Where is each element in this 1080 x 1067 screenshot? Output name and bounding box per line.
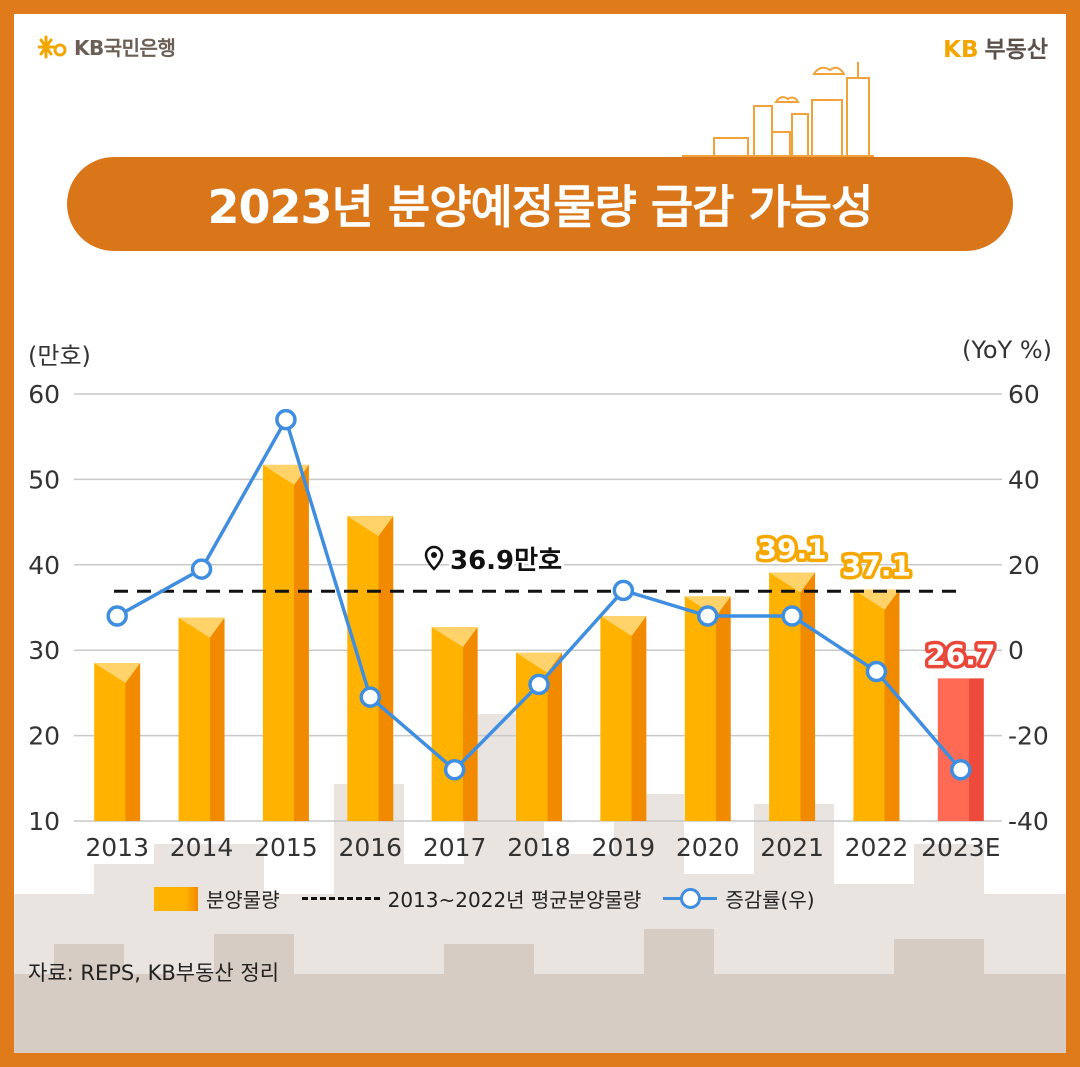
data-label: 26.7: [926, 638, 995, 671]
right-axis-tick: -40: [1008, 807, 1049, 836]
left-axis-tick: 20: [28, 722, 60, 751]
growth-rate-point: [865, 660, 888, 683]
left-axis-tick: 50: [28, 465, 60, 494]
right-axis-unit: (YoY %): [962, 336, 1052, 364]
bar: [853, 589, 900, 821]
left-axis-unit: (만호): [28, 342, 91, 370]
right-axis-tick: 60: [1008, 380, 1040, 409]
data-label: 39.1: [758, 532, 827, 565]
legend-line-swatch: [663, 888, 718, 909]
growth-rate-point: [528, 673, 550, 696]
source-note: 자료: REPS, KB부동산 정리: [28, 961, 280, 985]
legend-item-line: 증감률(우): [663, 884, 815, 913]
bar-top-highlight: [347, 516, 394, 537]
growth-rate-point: [275, 408, 297, 431]
legend-item-bar: 분양물량: [154, 884, 280, 913]
kb-star-icon: [38, 35, 67, 58]
legend-item-average: 2013~2022년 평균분양물량: [301, 884, 642, 913]
bar-top-highlight: [769, 572, 816, 593]
legend-dash-swatch: [301, 897, 380, 900]
right-axis-tick: 40: [1008, 465, 1040, 494]
legend-bar-swatch: [154, 886, 198, 911]
x-axis-tick: 2018: [507, 833, 571, 862]
right-axis-tick: -20: [1008, 722, 1049, 751]
left-axis-tick: 10: [28, 807, 60, 836]
left-axis-tick: 60: [28, 380, 60, 409]
bar-top-highlight: [94, 663, 141, 684]
legend-bar-label: 분양물량: [206, 888, 280, 912]
x-axis-tick: 2019: [592, 833, 656, 862]
bar: [347, 516, 394, 821]
growth-rate-point: [106, 605, 128, 627]
average-label: 36.9만호: [450, 546, 562, 576]
growth-rate-point: [443, 759, 466, 781]
right-axis-tick: 0: [1008, 636, 1024, 665]
bank-name: KB국민은행: [74, 36, 176, 60]
chart-legend: 분양물량 2013~2022년 평균분양물량 증감률(우): [154, 884, 837, 913]
x-axis-tick: 2022: [845, 833, 909, 862]
x-axis-tick: 2014: [170, 833, 234, 862]
bar: [262, 464, 309, 821]
growth-rate-point: [359, 686, 382, 708]
x-axis-tick: 2023E: [921, 833, 1000, 862]
x-axis-tick: 2015: [254, 833, 318, 862]
bar-top-highlight: [262, 464, 309, 485]
realestate-name: 부동산: [984, 37, 1048, 63]
left-axis-tick: 40: [28, 551, 60, 580]
growth-rate-point: [612, 579, 635, 602]
right-axis-tick: 20: [1008, 551, 1040, 580]
growth-rate-point: [950, 759, 972, 781]
bar: [178, 617, 225, 821]
bar-top-highlight: [178, 617, 225, 638]
kb-mark: KB: [943, 37, 979, 63]
title-banner: 2023년 분양예정물량 급감 가능성: [67, 157, 1013, 251]
bar: [431, 627, 478, 821]
x-axis-tick: 2020: [676, 833, 740, 862]
location-pin-dot: [431, 552, 437, 558]
bar-top-highlight: [516, 652, 562, 673]
page-title: 2023년 분양예정물량 급감 가능성: [207, 180, 874, 234]
kb-bank-logo: KB국민은행: [38, 32, 176, 61]
bar: [94, 663, 141, 821]
infographic-frame: KB국민은행 KB 부동산 2023년 분양예정물량 급감 가능성 (만호) (Y…: [14, 14, 1066, 1053]
bar: [684, 596, 731, 821]
growth-rate-point: [781, 605, 803, 627]
chart: 10 20 30 40 50 60 -40 -20 0 20 40 60 2013 2014 2015 201…: [28, 380, 1049, 862]
bar-top-highlight: [431, 627, 478, 648]
bar: [600, 616, 647, 821]
x-axis-tick: 2016: [338, 833, 402, 862]
growth-rate-point: [696, 605, 719, 627]
city-skyline-background: [14, 62, 1066, 1053]
left-axis-tick: 30: [28, 636, 60, 665]
bar-top-highlight: [600, 616, 647, 637]
legend-line-label: 증감률(우): [725, 888, 815, 912]
kb-realestate-logo: KB 부동산: [943, 30, 1048, 64]
legend-dash-label: 2013~2022년 평균분양물량: [387, 888, 642, 912]
x-axis-tick: 2017: [423, 833, 487, 862]
x-axis-tick: 2013: [85, 833, 149, 862]
data-label: 37.1: [842, 550, 911, 583]
x-axis-tick: 2021: [760, 833, 824, 862]
bar-top-highlight: [853, 589, 900, 610]
growth-rate-point: [190, 558, 213, 580]
